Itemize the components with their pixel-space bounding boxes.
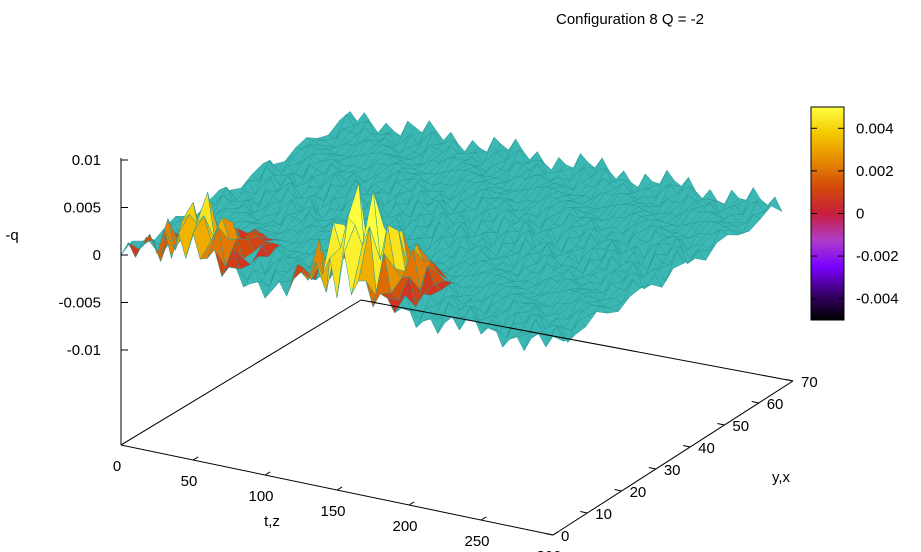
x-tick-label: 100 [248,488,273,505]
chart-title: Configuration 8 Q = -2 [556,11,704,28]
z-tick-label: -0.005 [58,295,101,312]
z-tick-label: 0.005 [63,200,101,217]
colorbar-tick-label: 0.002 [856,163,894,180]
x-tick [408,501,415,506]
z-tick-label: 0 [93,247,101,264]
x-tick-label: 200 [392,518,417,535]
surface-mesh [120,111,783,352]
x-tick [120,441,127,446]
y-tick [683,445,691,448]
x-tick [192,456,199,461]
y-tick-label: 30 [664,462,681,479]
x-tick-label: 50 [181,473,198,490]
y-tick [751,401,759,404]
y-tick [580,511,588,514]
x-tick [480,516,487,521]
x-tick [552,531,559,536]
x-axis-label: t,z [264,513,280,530]
y-tick-label: 0 [561,528,569,545]
y-axis-label: y,x [772,469,791,486]
back-floor-line [120,299,362,446]
z-tick-label: 0.01 [72,152,101,169]
colorbar-tick-label: -0.002 [856,248,899,265]
back-floor-line-2 [360,299,794,382]
y-tick-label: 40 [698,440,715,457]
y-tick-label: 50 [732,418,749,435]
y-tick-label: 60 [767,396,784,413]
y-tick [545,533,554,536]
y-tick [785,379,794,382]
y-tick-label: 70 [801,374,818,391]
x-tick-label: 150 [320,503,345,520]
z-tick-label: -0.01 [67,342,101,359]
y-tick [614,489,622,492]
colorbar-tick-label: 0.004 [856,120,894,137]
x-tick-label: 0 [113,458,121,475]
x-tick [336,486,343,491]
y-tick [717,423,725,426]
x-tick-label: 300 [536,548,561,552]
axis-ticks: 0501001502002503000102030405060700.010.0… [58,152,817,552]
z-axis-label: -q [5,227,18,244]
x-tick-label: 250 [464,533,489,550]
x-tick [264,471,271,476]
y-tick-label: 10 [595,506,612,523]
colorbar-tick-label: 0 [856,206,864,223]
y-tick-label: 20 [630,484,647,501]
colorbar: 0.004 0.002 0 -0.002 -0.004 [810,106,899,321]
colorbar-tick-label: -0.004 [856,291,899,308]
y-tick [648,467,656,470]
y-axis-line [552,380,794,536]
